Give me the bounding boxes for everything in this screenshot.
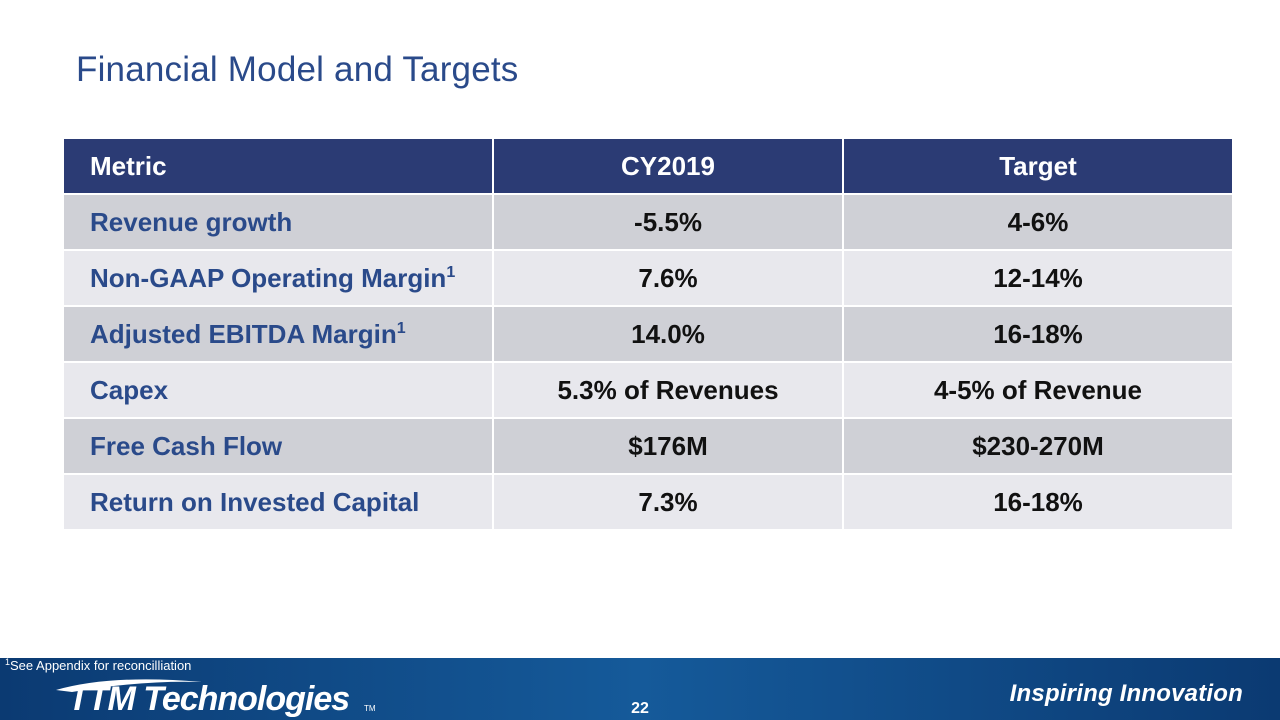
metric-label: Return on Invested Capital [90,486,420,517]
logo-text: TTM Technologies [68,680,350,718]
footnote-marker: 1 [5,657,11,667]
metric-label: Non-GAAP Operating Margin [90,262,447,293]
target-cell: 4-5% of Revenue [843,362,1234,419]
table-row: Adjusted EBITDA Margin1 14.0% 16-18% [64,306,1234,363]
footnote-marker: 1 [446,263,456,281]
column-header-target: Target [843,139,1234,195]
tagline: Inspiring Innovation [1009,680,1243,707]
metric-label: Capex [90,374,169,405]
company-logo: TTM Technologies TM [52,676,382,720]
logo-trademark: TM [364,704,376,713]
metric-label: Adjusted EBITDA Margin [90,318,397,349]
financial-targets-table: Metric CY2019 Target Revenue growth -5.5… [64,139,1234,531]
table-row: Free Cash Flow $176M $230-270M [64,418,1234,475]
cy2019-cell: -5.5% [493,194,844,251]
metric-label: Revenue growth [90,206,293,237]
page-number: 22 [631,700,649,717]
metric-cell: Return on Invested Capital [64,474,494,531]
cy2019-cell: $176M [493,418,844,475]
table-header-row: Metric CY2019 Target [64,139,1234,195]
cy2019-cell: 7.3% [493,474,844,531]
target-cell: 16-18% [843,306,1234,363]
metric-cell: Non-GAAP Operating Margin1 [64,250,494,307]
cy2019-cell: 5.3% of Revenues [493,362,844,419]
table-row: Non-GAAP Operating Margin1 7.6% 12-14% [64,250,1234,307]
table-row: Revenue growth -5.5% 4-6% [64,194,1234,251]
metric-cell: Adjusted EBITDA Margin1 [64,306,494,363]
metric-label: Free Cash Flow [90,430,283,461]
cy2019-cell: 7.6% [493,250,844,307]
column-header-cy2019: CY2019 [493,139,844,195]
footnote-text: See Appendix for reconcilliation [10,658,192,673]
table-row: Capex 5.3% of Revenues 4-5% of Revenue [64,362,1234,419]
footnote: 1See Appendix for reconcilliation [5,657,192,674]
logo-swoosh-icon [56,679,202,692]
metric-cell: Revenue growth [64,194,494,251]
footnote-marker: 1 [396,319,406,337]
cy2019-cell: 14.0% [493,306,844,363]
table-row: Return on Invested Capital 7.3% 16-18% [64,474,1234,531]
metric-cell: Free Cash Flow [64,418,494,475]
target-cell: 16-18% [843,474,1234,531]
target-cell: 4-6% [843,194,1234,251]
metric-cell: Capex [64,362,494,419]
column-header-metric: Metric [64,139,494,195]
target-cell: $230-270M [843,418,1234,475]
page-title: Financial Model and Targets [76,50,519,89]
target-cell: 12-14% [843,250,1234,307]
footer-bar [0,658,1280,720]
